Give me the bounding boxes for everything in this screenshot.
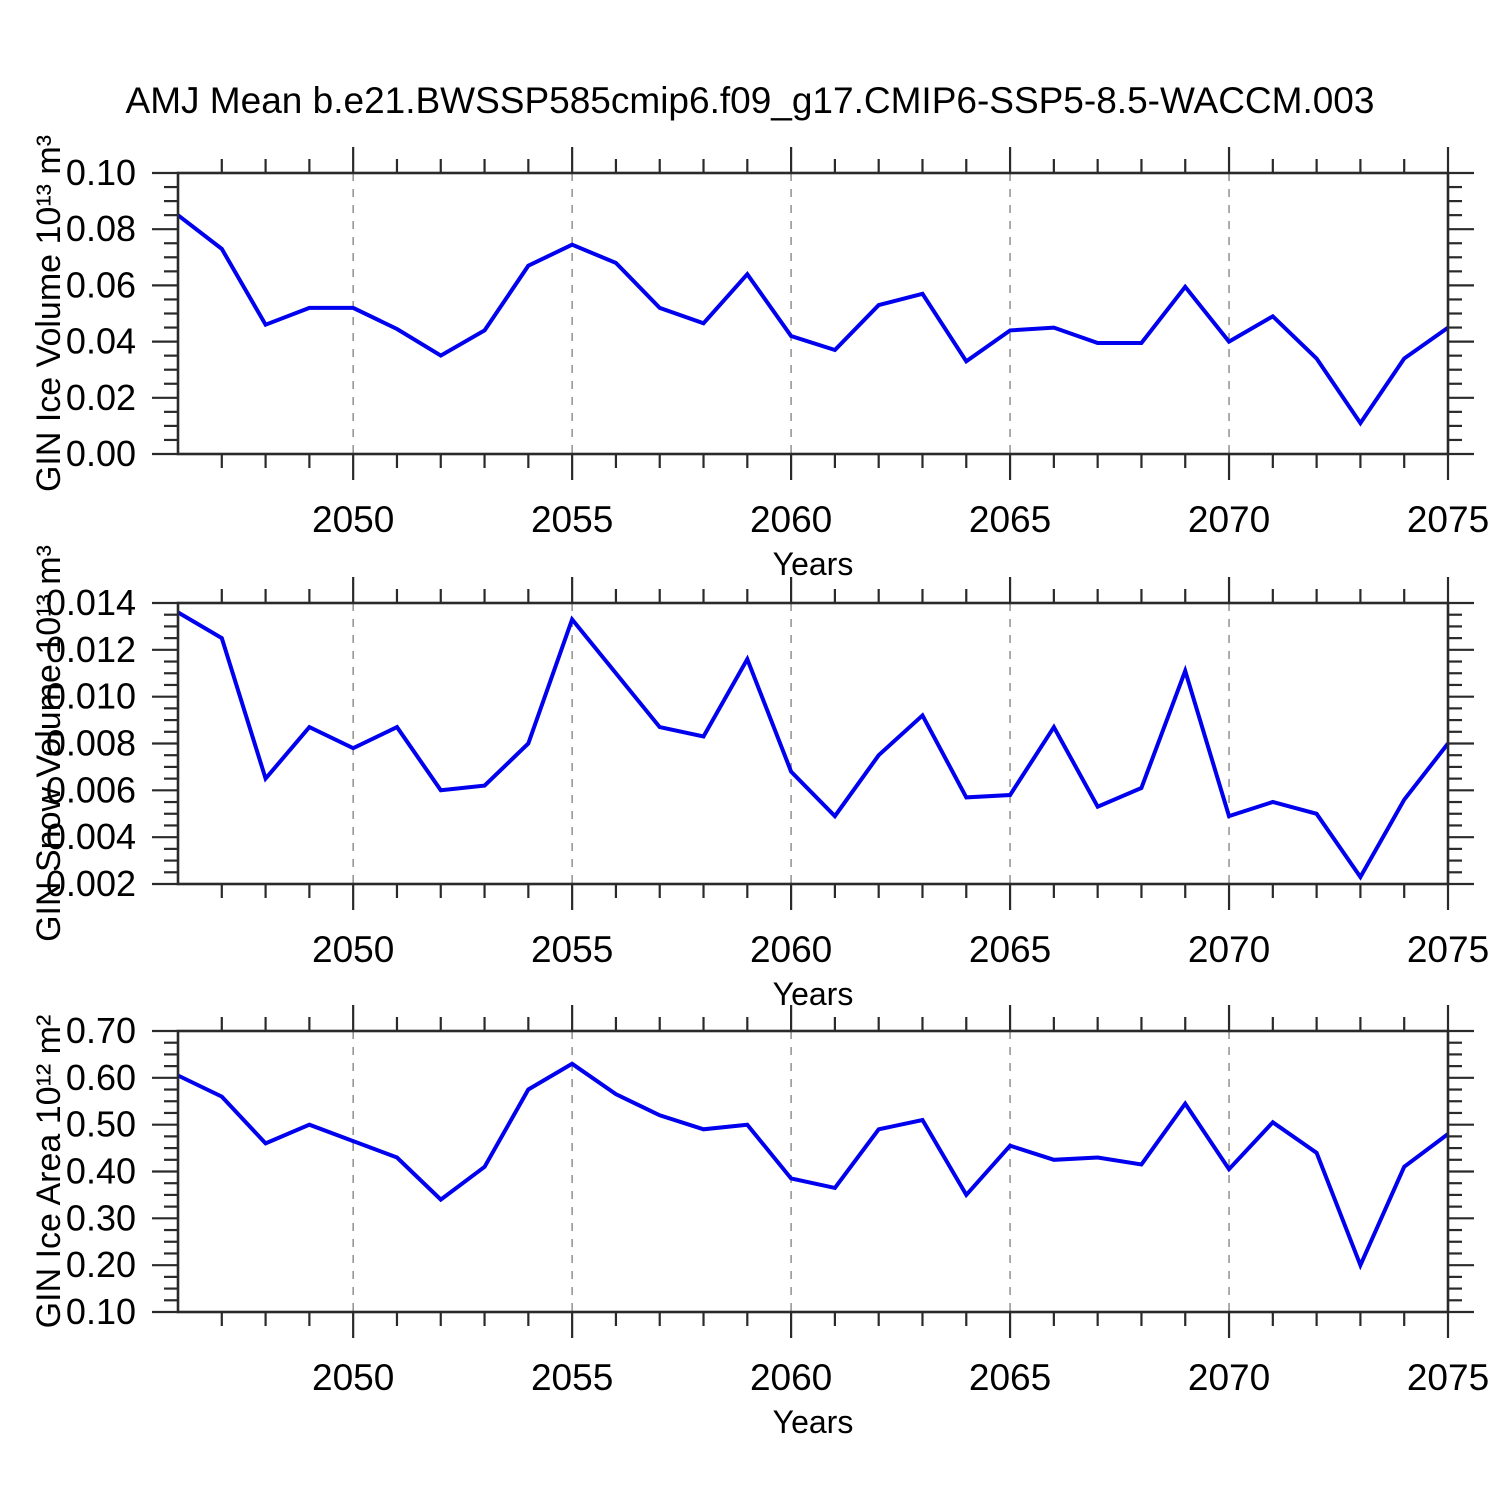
y-tick-label: 0.20 [66, 1244, 136, 1285]
panel-gin-ice-area: 0.10 0.20 0.30 0.40 0.50 0.60 0.70 2050 2055 2060… [30, 1005, 1489, 1440]
x-tick-label: 2075 [1407, 929, 1489, 970]
x-tick-label: 2075 [1407, 499, 1489, 540]
axis-box [176, 601, 1450, 886]
y-axis-title: GIN Ice Volume 10¹³ m³ [30, 135, 68, 492]
y-tick-label: 0.02 [66, 377, 136, 418]
x-tick-label: 2070 [1188, 929, 1270, 970]
y-tick-label: 0.006 [46, 769, 136, 810]
x-tick-label: 2070 [1188, 1357, 1270, 1398]
y-axis-title: GIN Ice Area 10¹² m² [30, 1015, 68, 1329]
x-axis-title: Years [773, 546, 854, 582]
x-tick-label: 2055 [531, 499, 613, 540]
y-tick-label: 0.014 [46, 582, 136, 623]
y-tick-label: 0.004 [46, 816, 136, 857]
y-tick-label: 0.10 [66, 152, 136, 193]
panels-group: 0.00 0.02 0.04 0.06 0.08 0.10 2050 2055 2060 2065… [30, 135, 1489, 1440]
y-tick-label: 0.40 [66, 1151, 136, 1192]
x-tick-label: 2050 [312, 929, 394, 970]
x-tick-label: 2070 [1188, 499, 1270, 540]
x-tick-label: 2075 [1407, 1357, 1489, 1398]
y-tick-label: 0.010 [46, 676, 136, 717]
y-tick-label: 0.50 [66, 1104, 136, 1145]
y-tick-label: 0.08 [66, 208, 136, 249]
y-tick-label: 0.30 [66, 1197, 136, 1238]
y-tick-label: 0.002 [46, 863, 136, 904]
y-tick-label: 0.00 [66, 433, 136, 474]
y-tick-label: 0.04 [66, 321, 136, 362]
gin-ice-area-series-line [177, 1061, 1450, 1271]
panel-gin-snow-volume: 0.002 0.004 0.006 0.008 0.010 0.012 0.014 2050 2… [30, 545, 1489, 1012]
y-tick-label: 0.10 [66, 1291, 136, 1332]
y-tick-label: 0.60 [66, 1057, 136, 1098]
y-axis-title: GIN Snow Volume 10¹³ m³ [30, 545, 68, 942]
x-tick-label: 2065 [969, 1357, 1051, 1398]
x-tick-label: 2055 [531, 1357, 613, 1398]
panel-gin-ice-volume: 0.00 0.02 0.04 0.06 0.08 0.10 2050 2055 2060 2065… [30, 135, 1489, 582]
y-tick-label: 0.70 [66, 1010, 136, 1051]
gin-ice-volume-series-line [176, 213, 1450, 427]
x-tick-label: 2050 [312, 1357, 394, 1398]
x-tick-label: 2060 [750, 929, 832, 970]
figure-title: AMJ Mean b.e21.BWSSP585cmip6.f09_g17.CMI… [126, 80, 1375, 121]
y-tick-label: 0.012 [46, 629, 136, 670]
x-tick-label: 2065 [969, 929, 1051, 970]
gin-snow-volume-series-line [176, 610, 1450, 881]
x-tick-label: 2055 [531, 929, 613, 970]
x-tick-label: 2065 [969, 499, 1051, 540]
x-axis-title: Years [773, 976, 854, 1012]
y-tick-label: 0.008 [46, 723, 136, 764]
axis-box [176, 1029, 1450, 1314]
x-tick-label: 2050 [312, 499, 394, 540]
x-axis-title: Years [773, 1404, 854, 1440]
x-tick-label: 2060 [750, 499, 832, 540]
y-tick-label: 0.06 [66, 264, 136, 305]
x-tick-label: 2060 [750, 1357, 832, 1398]
